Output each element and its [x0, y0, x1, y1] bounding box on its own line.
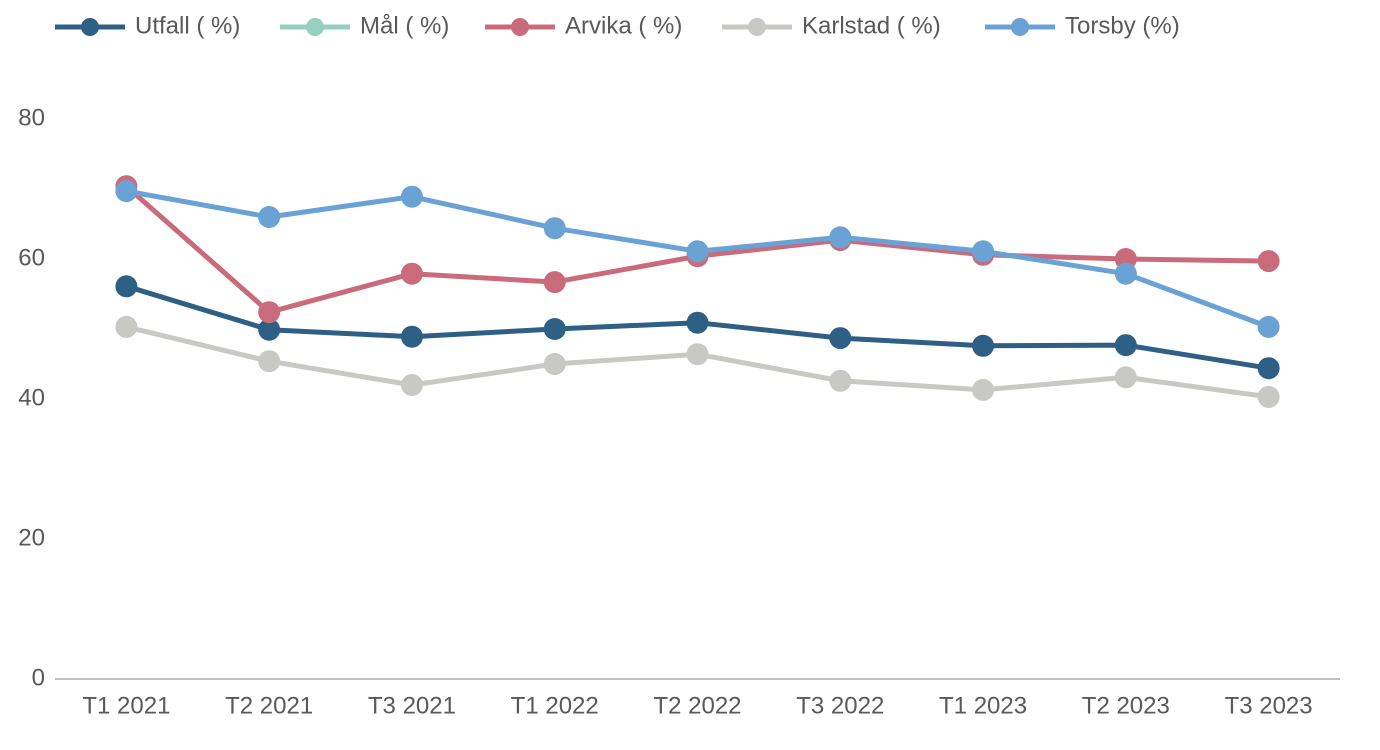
y-tick-label: 20: [18, 524, 45, 551]
data-point: [1114, 366, 1137, 389]
data-point: [1257, 385, 1280, 408]
data-point: [972, 334, 995, 357]
legend-marker: [1011, 18, 1029, 36]
x-tick-label: T1 2023: [939, 692, 1027, 719]
data-point: [258, 350, 281, 373]
data-point: [543, 271, 566, 294]
x-tick-label: T1 2021: [82, 692, 170, 719]
data-point: [972, 378, 995, 401]
y-tick-label: 0: [32, 664, 45, 691]
y-tick-label: 60: [18, 244, 45, 271]
data-point: [115, 180, 138, 203]
data-point: [400, 185, 423, 208]
data-point: [400, 262, 423, 285]
x-tick-label: T2 2021: [225, 692, 313, 719]
data-point: [543, 353, 566, 375]
data-point: [400, 325, 423, 348]
legend-marker: [748, 18, 766, 36]
legend-label: Arvika ( %): [565, 12, 682, 39]
x-tick-label: T3 2021: [368, 692, 456, 719]
data-point: [1114, 334, 1137, 357]
data-point: [1257, 250, 1280, 273]
data-point: [829, 369, 852, 392]
y-tick-label: 40: [18, 384, 45, 411]
data-point: [686, 240, 709, 263]
data-point: [543, 217, 566, 240]
data-point: [1257, 357, 1280, 380]
legend-marker: [81, 18, 99, 36]
data-point: [829, 226, 852, 249]
legend-label: Torsby (%): [1065, 12, 1180, 39]
data-point: [686, 311, 709, 334]
data-point: [972, 240, 995, 263]
x-tick-label: T2 2023: [1082, 692, 1170, 719]
x-tick-label: T2 2022: [653, 692, 741, 719]
legend-label: Karlstad ( %): [802, 12, 941, 39]
x-tick-label: T3 2022: [796, 692, 884, 719]
data-point: [258, 206, 281, 228]
data-point: [258, 318, 281, 341]
data-point: [115, 315, 138, 338]
legend-marker: [306, 18, 324, 36]
data-point: [400, 374, 423, 396]
data-point: [543, 318, 566, 340]
x-tick-label: T1 2022: [511, 692, 599, 719]
data-point: [258, 301, 281, 324]
data-point: [115, 275, 138, 298]
y-tick-label: 80: [18, 104, 45, 131]
legend-marker: [511, 18, 529, 36]
data-point: [1114, 262, 1137, 285]
legend-label: Utfall ( %): [135, 12, 240, 39]
data-point: [1257, 315, 1280, 338]
data-point: [829, 327, 852, 350]
data-point: [686, 343, 709, 366]
legend-label: Mål ( %): [360, 12, 449, 39]
x-tick-label: T3 2023: [1225, 692, 1313, 719]
